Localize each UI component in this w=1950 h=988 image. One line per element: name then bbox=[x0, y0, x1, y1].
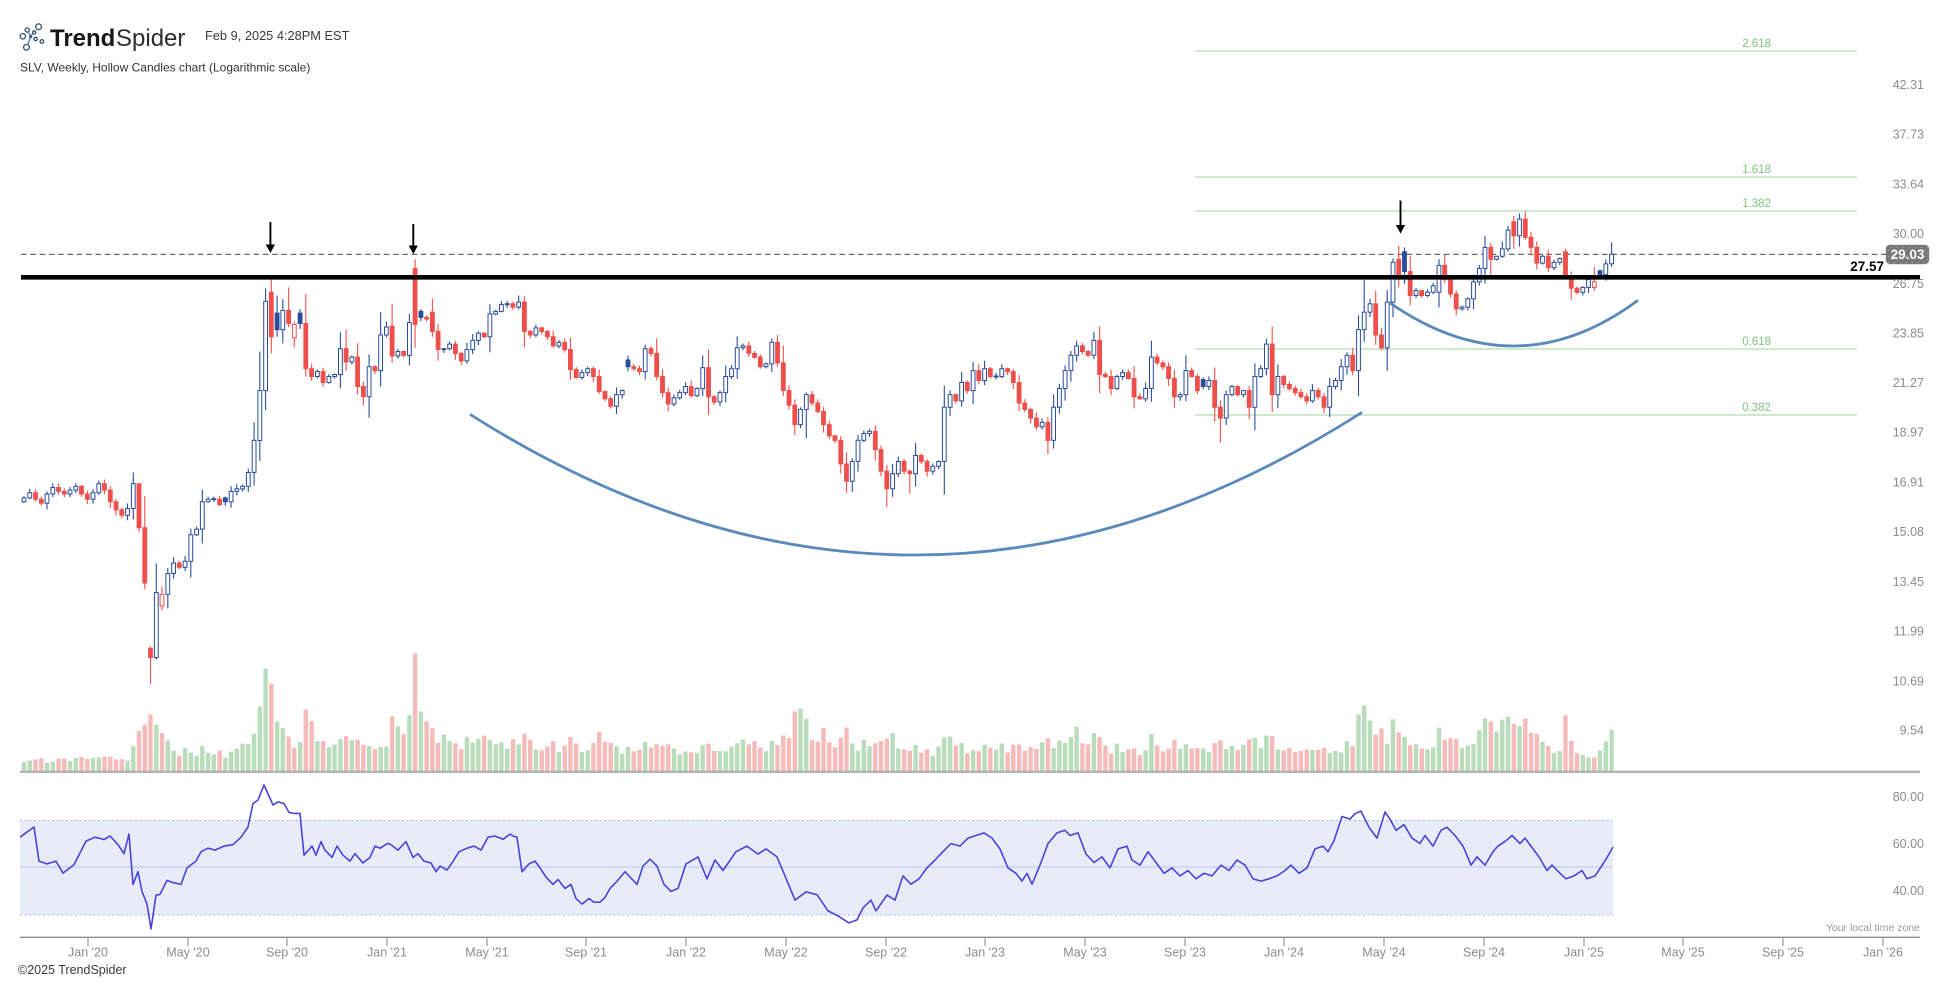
svg-text:1.382: 1.382 bbox=[1742, 198, 1771, 210]
svg-text:Jan '21: Jan '21 bbox=[367, 946, 407, 960]
svg-text:40.00: 40.00 bbox=[1893, 884, 1924, 898]
svg-text:9.54: 9.54 bbox=[1900, 724, 1924, 738]
svg-text:Jan '25: Jan '25 bbox=[1564, 946, 1604, 960]
svg-text:Jan '22: Jan '22 bbox=[666, 946, 706, 960]
svg-text:60.00: 60.00 bbox=[1893, 837, 1924, 851]
svg-text:May '22: May '22 bbox=[764, 946, 807, 960]
svg-text:21.27: 21.27 bbox=[1893, 376, 1924, 390]
svg-text:May '20: May '20 bbox=[166, 946, 209, 960]
svg-text:29.03: 29.03 bbox=[1891, 247, 1925, 262]
svg-text:May '25: May '25 bbox=[1661, 946, 1704, 960]
svg-text:Jan '20: Jan '20 bbox=[68, 946, 108, 960]
svg-text:Jan '23: Jan '23 bbox=[965, 946, 1005, 960]
svg-text:10.69: 10.69 bbox=[1893, 674, 1924, 688]
svg-text:27.57: 27.57 bbox=[1850, 259, 1884, 274]
svg-text:23.85: 23.85 bbox=[1893, 327, 1924, 341]
svg-text:Sep '20: Sep '20 bbox=[266, 946, 308, 960]
svg-text:May '24: May '24 bbox=[1362, 946, 1405, 960]
svg-text:11.99: 11.99 bbox=[1894, 625, 1924, 639]
svg-text:Feb 9, 2025 4:28PM EST: Feb 9, 2025 4:28PM EST bbox=[205, 28, 350, 43]
svg-text:33.64: 33.64 bbox=[1893, 178, 1924, 192]
svg-text:Jan '26: Jan '26 bbox=[1863, 946, 1903, 960]
svg-text:80.00: 80.00 bbox=[1893, 790, 1924, 804]
svg-text:18.97: 18.97 bbox=[1893, 426, 1924, 440]
svg-text:SLV, Weekly, Hollow Candles ch: SLV, Weekly, Hollow Candles chart (Logar… bbox=[20, 61, 310, 75]
svg-text:Trend: Trend bbox=[50, 25, 115, 52]
svg-text:Spider: Spider bbox=[116, 25, 185, 52]
svg-text:2.618: 2.618 bbox=[1742, 38, 1771, 50]
svg-text:0.618: 0.618 bbox=[1742, 336, 1771, 348]
svg-text:Sep '25: Sep '25 bbox=[1762, 946, 1804, 960]
svg-text:Sep '22: Sep '22 bbox=[865, 946, 907, 960]
svg-text:May '21: May '21 bbox=[465, 946, 508, 960]
svg-text:16.91: 16.91 bbox=[1893, 476, 1924, 490]
svg-text:Sep '23: Sep '23 bbox=[1164, 946, 1206, 960]
svg-text:Your local time zone: Your local time zone bbox=[1826, 922, 1920, 934]
svg-text:Sep '24: Sep '24 bbox=[1463, 946, 1505, 960]
svg-text:1.618: 1.618 bbox=[1742, 164, 1771, 176]
svg-text:37.73: 37.73 bbox=[1893, 128, 1924, 142]
svg-text:Jan '24: Jan '24 bbox=[1264, 946, 1304, 960]
svg-text:13.45: 13.45 bbox=[1893, 575, 1924, 589]
svg-text:42.31: 42.31 bbox=[1893, 78, 1924, 92]
svg-text:26.75: 26.75 bbox=[1893, 277, 1924, 291]
svg-text:©2025 TrendSpider: ©2025 TrendSpider bbox=[18, 963, 127, 977]
svg-text:15.08: 15.08 bbox=[1893, 525, 1924, 539]
svg-text:Sep '21: Sep '21 bbox=[565, 946, 607, 960]
svg-text:30.00: 30.00 bbox=[1893, 227, 1924, 241]
svg-text:May '23: May '23 bbox=[1063, 946, 1106, 960]
svg-text:0.382: 0.382 bbox=[1742, 402, 1771, 414]
